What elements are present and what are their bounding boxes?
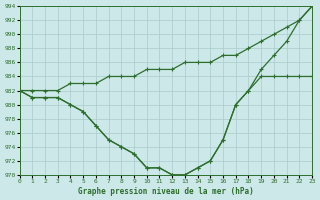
X-axis label: Graphe pression niveau de la mer (hPa): Graphe pression niveau de la mer (hPa) bbox=[78, 187, 254, 196]
